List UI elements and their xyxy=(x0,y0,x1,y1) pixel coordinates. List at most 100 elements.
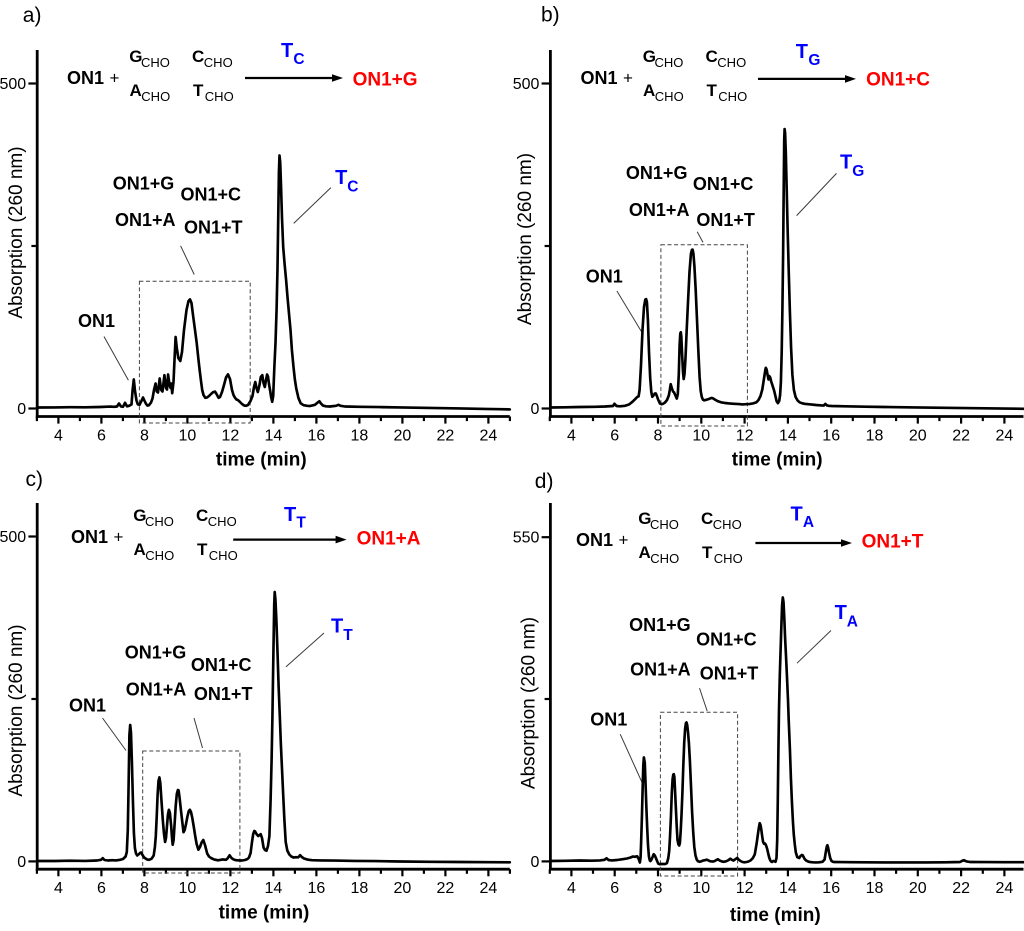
svg-text:T: T xyxy=(702,543,713,562)
svg-text:C: C xyxy=(701,509,713,528)
svg-text:A: A xyxy=(134,540,146,559)
svg-text:20: 20 xyxy=(394,428,412,445)
svg-text:ON1: ON1 xyxy=(78,311,115,331)
svg-text:time (min): time (min) xyxy=(216,449,307,470)
svg-text:CHO: CHO xyxy=(714,551,743,566)
svg-text:ON1+G: ON1+G xyxy=(629,615,691,635)
svg-text:22: 22 xyxy=(437,880,455,897)
svg-text:CHO: CHO xyxy=(145,548,174,563)
svg-text:Absorption (260 nm): Absorption (260 nm) xyxy=(515,153,536,325)
svg-text:ON1+C: ON1+C xyxy=(191,655,252,675)
svg-text:time (min): time (min) xyxy=(730,905,821,926)
svg-text:6: 6 xyxy=(610,428,619,445)
svg-text:18: 18 xyxy=(351,428,369,445)
svg-text:T: T xyxy=(707,81,718,100)
svg-text:CHO: CHO xyxy=(717,55,746,70)
svg-text:+: + xyxy=(114,527,124,546)
svg-text:Absorption (260 nm): Absorption (260 nm) xyxy=(6,146,27,318)
svg-text:4: 4 xyxy=(54,880,63,897)
svg-text:24: 24 xyxy=(480,428,498,445)
svg-text:ON1+A: ON1+A xyxy=(629,200,690,220)
svg-text:0: 0 xyxy=(17,401,26,418)
svg-text:CHO: CHO xyxy=(713,517,742,532)
svg-text:18: 18 xyxy=(866,428,884,445)
svg-text:14: 14 xyxy=(779,428,797,445)
svg-text:ON1+A: ON1+A xyxy=(357,528,421,549)
svg-text:ON1+T: ON1+T xyxy=(194,684,253,704)
svg-text:CHO: CHO xyxy=(141,89,170,104)
svg-text:ON1+T: ON1+T xyxy=(696,210,755,230)
svg-text:22: 22 xyxy=(952,428,970,445)
svg-text:10: 10 xyxy=(692,428,710,445)
svg-text:CHO: CHO xyxy=(205,89,234,104)
svg-text:+: + xyxy=(619,530,629,549)
svg-text:G: G xyxy=(808,52,820,69)
svg-text:8: 8 xyxy=(654,428,663,445)
svg-text:T: T xyxy=(335,167,347,189)
svg-text:ON1+C: ON1+C xyxy=(696,630,757,650)
svg-text:T: T xyxy=(284,504,296,526)
svg-text:24: 24 xyxy=(480,880,498,897)
svg-text:CHO: CHO xyxy=(650,517,679,532)
svg-text:ON1+T: ON1+T xyxy=(700,664,759,684)
svg-text:ON1+C: ON1+C xyxy=(181,185,242,205)
svg-text:CHO: CHO xyxy=(650,551,679,566)
svg-text:CHO: CHO xyxy=(655,55,684,70)
svg-text:d): d) xyxy=(535,470,554,493)
svg-text:16: 16 xyxy=(822,880,840,897)
svg-text:T: T xyxy=(281,40,293,62)
svg-text:18: 18 xyxy=(351,880,369,897)
svg-text:500: 500 xyxy=(513,76,540,93)
svg-text:8: 8 xyxy=(140,880,149,897)
svg-text:ON1: ON1 xyxy=(576,530,613,550)
svg-text:ON1+G: ON1+G xyxy=(113,174,175,194)
svg-text:22: 22 xyxy=(952,880,970,897)
svg-text:C: C xyxy=(196,506,208,525)
svg-text:12: 12 xyxy=(736,880,754,897)
svg-text:12: 12 xyxy=(222,428,240,445)
svg-text:T: T xyxy=(296,515,306,532)
svg-text:4: 4 xyxy=(567,428,576,445)
svg-text:T: T xyxy=(197,540,208,559)
svg-text:ON1: ON1 xyxy=(71,527,108,547)
svg-text:c): c) xyxy=(26,468,44,491)
svg-text:A: A xyxy=(639,543,651,562)
svg-text:CHO: CHO xyxy=(141,55,170,70)
svg-text:4: 4 xyxy=(54,428,63,445)
svg-text:a): a) xyxy=(23,4,42,27)
svg-text:0: 0 xyxy=(530,854,539,871)
svg-text:CHO: CHO xyxy=(655,89,684,104)
svg-text:G: G xyxy=(643,47,656,66)
svg-text:ON1+G: ON1+G xyxy=(353,69,418,90)
svg-text:G: G xyxy=(852,163,864,180)
svg-text:A: A xyxy=(803,514,814,531)
svg-text:6: 6 xyxy=(97,428,106,445)
svg-text:C: C xyxy=(347,178,358,195)
svg-text:C: C xyxy=(293,51,304,68)
svg-text:20: 20 xyxy=(909,880,927,897)
svg-text:14: 14 xyxy=(265,880,283,897)
svg-text:4: 4 xyxy=(567,880,576,897)
svg-text:8: 8 xyxy=(654,880,663,897)
svg-text:T: T xyxy=(835,602,847,624)
svg-text:G: G xyxy=(638,509,651,528)
svg-text:+: + xyxy=(623,68,633,87)
svg-text:T: T xyxy=(791,503,803,525)
svg-text:16: 16 xyxy=(308,880,326,897)
svg-text:G: G xyxy=(133,506,146,525)
svg-text:24: 24 xyxy=(996,880,1014,897)
svg-text:time (min): time (min) xyxy=(219,902,310,923)
svg-text:500: 500 xyxy=(0,76,26,93)
svg-text:b): b) xyxy=(541,4,560,27)
svg-text:ON1+A: ON1+A xyxy=(115,210,176,230)
svg-text:CHO: CHO xyxy=(209,548,238,563)
svg-text:+: + xyxy=(110,68,120,87)
svg-text:ON1+A: ON1+A xyxy=(630,660,691,680)
svg-text:CHO: CHO xyxy=(204,55,233,70)
svg-text:A: A xyxy=(847,613,858,630)
svg-text:500: 500 xyxy=(0,529,26,546)
svg-text:CHO: CHO xyxy=(145,514,174,529)
svg-text:14: 14 xyxy=(779,880,797,897)
svg-text:T: T xyxy=(796,41,808,63)
svg-text:18: 18 xyxy=(866,880,884,897)
